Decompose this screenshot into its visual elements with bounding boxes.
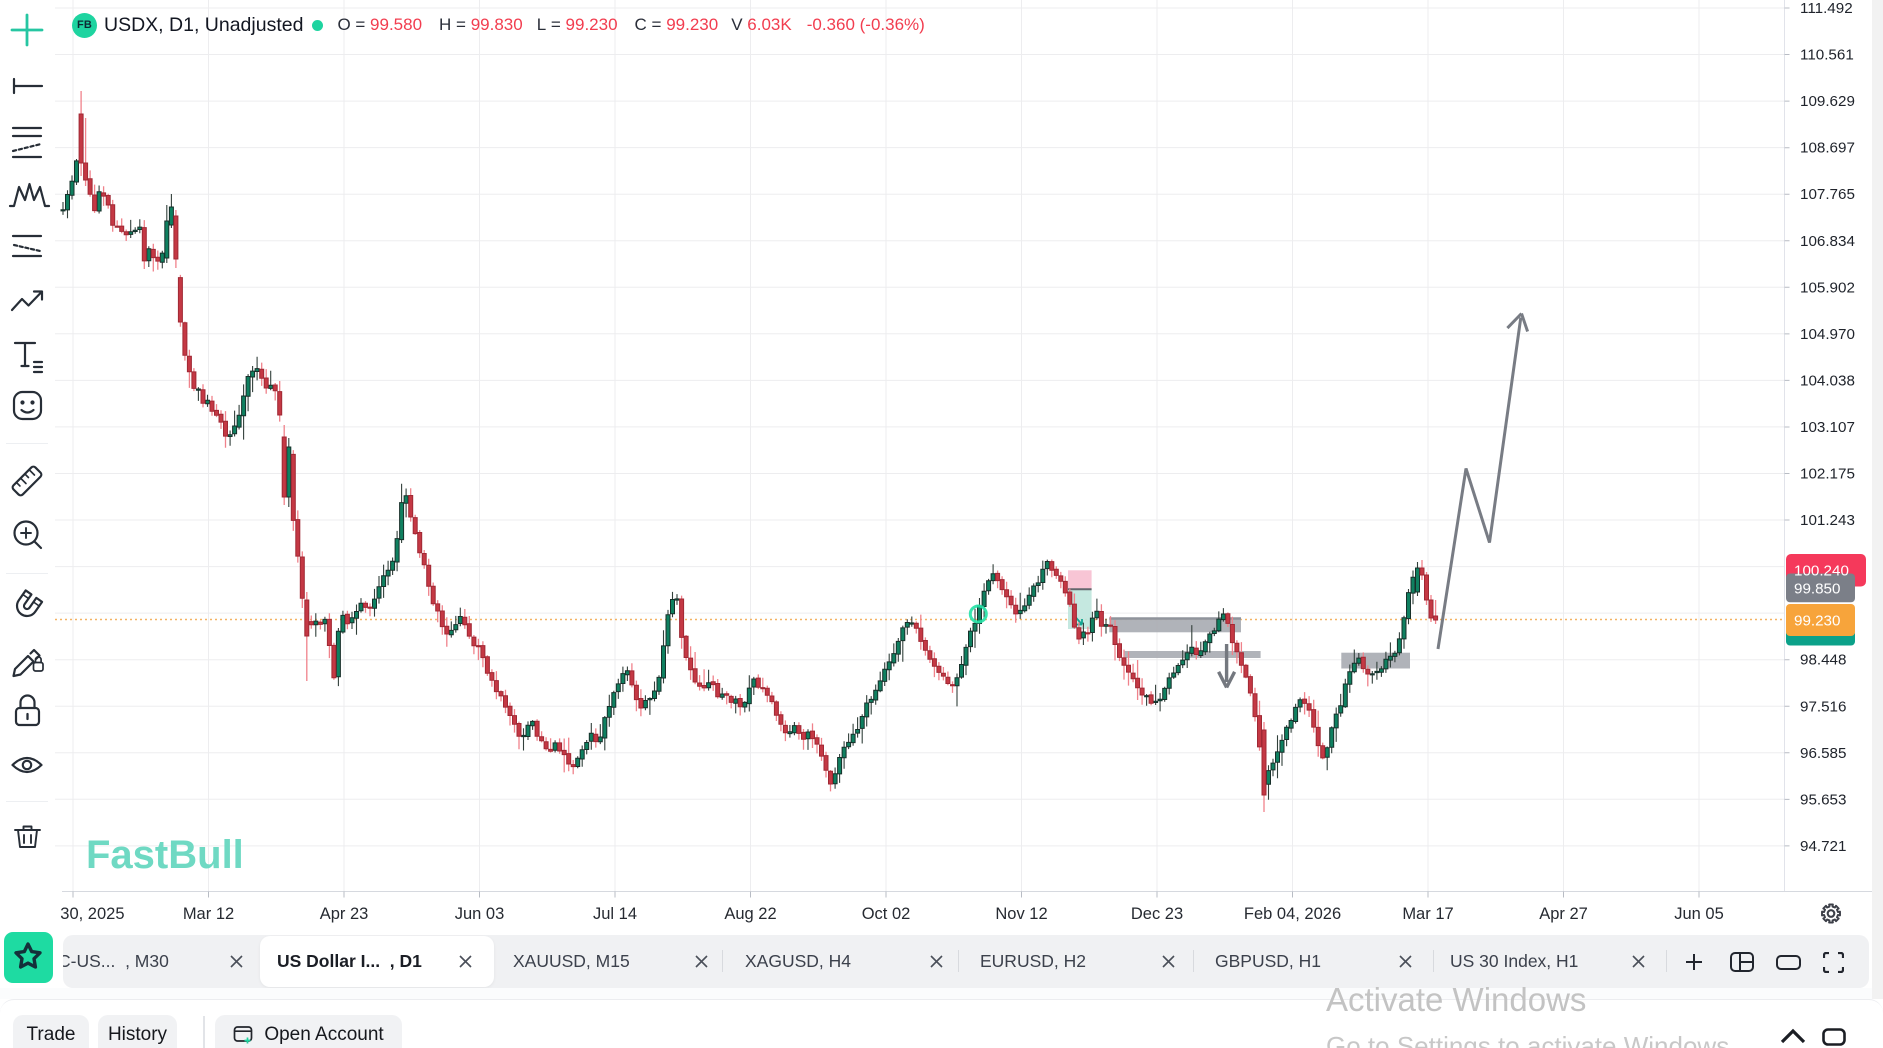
svg-text:Apr 27: Apr 27 — [1539, 905, 1588, 923]
svg-text:109.629: 109.629 — [1800, 93, 1855, 110]
svg-text:Jun 05: Jun 05 — [1674, 905, 1724, 923]
svg-text:Jun 03: Jun 03 — [455, 905, 505, 923]
svg-text:Feb 04, 2026: Feb 04, 2026 — [1244, 905, 1341, 923]
svg-text:99.230: 99.230 — [1794, 612, 1840, 629]
svg-text:98.448: 98.448 — [1800, 652, 1846, 669]
svg-text:103.107: 103.107 — [1800, 419, 1855, 436]
svg-text:102.175: 102.175 — [1800, 466, 1855, 483]
svg-text:96.585: 96.585 — [1800, 745, 1846, 762]
svg-text:110.561: 110.561 — [1800, 47, 1854, 64]
svg-text:Oct 02: Oct 02 — [862, 905, 911, 923]
svg-text:108.697: 108.697 — [1800, 140, 1855, 157]
svg-text:Apr 23: Apr 23 — [320, 905, 369, 923]
svg-text:97.516: 97.516 — [1800, 698, 1846, 715]
svg-text:Mar 12: Mar 12 — [183, 905, 234, 923]
svg-text:104.038: 104.038 — [1800, 372, 1855, 389]
svg-text:106.834: 106.834 — [1800, 233, 1855, 250]
svg-text:107.765: 107.765 — [1800, 186, 1855, 203]
svg-text:101.243: 101.243 — [1800, 512, 1855, 529]
svg-text:30, 2025: 30, 2025 — [60, 905, 124, 923]
svg-text:95.653: 95.653 — [1800, 791, 1846, 808]
svg-text:99.850: 99.850 — [1794, 580, 1840, 597]
svg-text:94.721: 94.721 — [1800, 838, 1846, 855]
svg-text:Jul 14: Jul 14 — [593, 905, 637, 923]
svg-text:105.902: 105.902 — [1800, 279, 1855, 296]
svg-text:Mar 17: Mar 17 — [1402, 905, 1453, 923]
svg-text:Aug 22: Aug 22 — [724, 905, 776, 923]
svg-text:Dec 23: Dec 23 — [1131, 905, 1183, 923]
svg-text:Nov 12: Nov 12 — [995, 905, 1047, 923]
svg-text:100.240: 100.240 — [1794, 563, 1849, 580]
svg-text:104.970: 104.970 — [1800, 326, 1855, 343]
svg-text:111.492: 111.492 — [1800, 0, 1853, 17]
svg-text:FastBull: FastBull — [86, 833, 244, 877]
